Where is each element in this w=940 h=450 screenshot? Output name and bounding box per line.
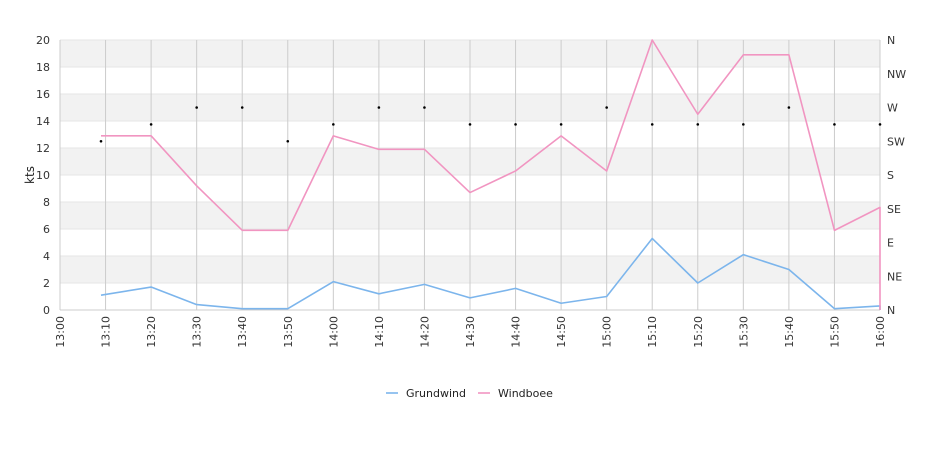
y-tick-label: 2 (43, 277, 50, 290)
y-tick-label: 4 (43, 250, 50, 263)
direction-tick-label: S (887, 169, 894, 182)
y-tick-label: 12 (36, 142, 50, 155)
x-tick-label: 15:10 (646, 316, 659, 348)
y-tick-label: 16 (36, 88, 50, 101)
direction-marker (195, 106, 198, 109)
y-axis-title: kts (23, 166, 37, 184)
legend[interactable]: Grundwind Windboee (386, 387, 553, 400)
direction-marker (468, 123, 472, 126)
direction-marker (423, 106, 426, 109)
direction-tick-label: W (887, 102, 898, 115)
direction-tick-label: NW (887, 68, 906, 81)
series-lines (100, 39, 881, 310)
x-tick-label: 13:00 (54, 316, 67, 348)
series-line-grundwind (100, 237, 881, 310)
x-tick-label: 15:30 (737, 316, 750, 348)
direction-tick-label: NE (887, 270, 902, 283)
x-tick-label: 15:00 (601, 316, 614, 348)
x-tick-label: 14:30 (464, 316, 477, 348)
direction-tick-label: SW (887, 135, 905, 148)
direction-marker (605, 106, 608, 109)
y-tick-label: 6 (43, 223, 50, 236)
x-tick-label: 13:40 (236, 316, 249, 348)
direction-marker (99, 139, 103, 143)
x-tick-label: 13:30 (191, 316, 204, 348)
x-tick-label: 14:40 (510, 316, 523, 348)
legend-label: Windboee (498, 387, 553, 400)
direction-marker (332, 123, 335, 126)
x-tick-label: 16:00 (874, 316, 887, 348)
direction-tick-label: SE (887, 203, 901, 216)
direction-marker (650, 123, 654, 126)
y-axis-left-labels: 0 2 4 6 8 10 12 14 16 18 20 (36, 34, 50, 317)
x-tick-label: 15:50 (828, 316, 841, 348)
direction-marker (696, 123, 700, 126)
direction-marker (878, 123, 882, 126)
y-tick-label: 10 (36, 169, 50, 182)
y-tick-label: 14 (36, 115, 50, 128)
x-tick-label: 13:20 (145, 316, 158, 348)
direction-tick-label: N (887, 304, 895, 317)
y-tick-label: 20 (36, 34, 50, 47)
y-tick-label: 18 (36, 61, 50, 74)
x-tick-label: 13:10 (100, 316, 113, 348)
x-tick-label: 14:00 (327, 316, 340, 348)
direction-marker (742, 123, 745, 126)
direction-tick-label: E (887, 237, 894, 250)
direction-marker (833, 123, 836, 126)
direction-marker (240, 106, 244, 109)
direction-marker (559, 123, 563, 126)
direction-marker (377, 106, 381, 109)
x-axis-labels: 13:00 13:10 13:20 13:30 13:40 13:50 14:00 14:10… (54, 316, 887, 348)
y-tick-label: 8 (43, 196, 50, 209)
x-tick-label: 15:40 (783, 316, 796, 348)
direction-marker (787, 106, 791, 109)
x-tick-label: 15:20 (692, 316, 705, 348)
direction-marker (514, 123, 517, 126)
y-axis-right-labels: N NE E SE S SW W NW N (887, 34, 906, 317)
x-tick-label: 13:50 (282, 316, 295, 348)
legend-label: Grundwind (406, 387, 466, 400)
legend-item-windboee[interactable]: Windboee (478, 387, 553, 400)
x-tick-label: 14:10 (373, 316, 386, 348)
direction-tick-label: N (887, 34, 895, 47)
direction-markers (99, 106, 882, 143)
direction-marker (149, 123, 153, 126)
legend-item-grundwind[interactable]: Grundwind (386, 387, 466, 400)
y-tick-label: 0 (43, 304, 50, 317)
series-line-windboee (101, 39, 881, 310)
x-tick-label: 14:50 (555, 316, 568, 348)
vertical-gridlines (59, 40, 881, 311)
direction-marker (286, 139, 290, 143)
x-tick-label: 14:20 (418, 316, 431, 348)
